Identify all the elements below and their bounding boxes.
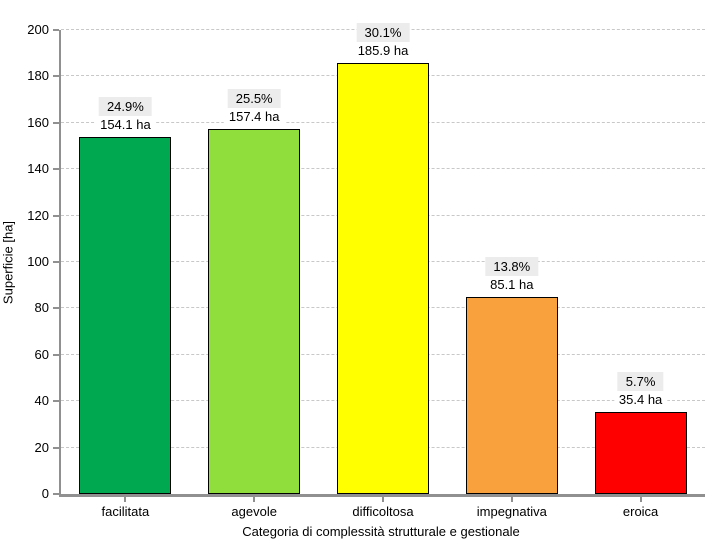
y-tick-label-60: 60 [34,346,49,362]
y-tick-label-200: 200 [27,22,49,37]
y-tick-160 [53,121,59,124]
x-tick-difficoltosa [382,497,384,502]
x-tick-label-agevole: agevole [231,504,277,519]
x-tick-facilitata [124,497,127,502]
bar-eroica [594,411,687,494]
bar-percent-label: 30.1% [356,22,410,42]
y-tick-0 [53,493,59,495]
bar-facilitata [79,136,172,494]
y-tick-140 [53,168,59,171]
x-tick-label-eroica: eroica [622,504,659,519]
y-tick-label-160: 160 [27,114,49,130]
y-tick-label-180: 180 [27,68,49,84]
bar-agevole [208,128,301,494]
bar-percent-label: 13.8% [485,256,539,276]
y-tick-40 [53,400,59,403]
y-tick-80 [53,307,59,310]
bar-percent-label: 24.9% [98,96,152,116]
plot-area: 0 20 40 60 80 100 120 140 160 180 200 24.9% 154.1 ha… [27,22,705,519]
x-tick-label-impegnativa: impegnativa [476,504,547,519]
bar-label-group: 24.9% 154.1 ha [95,96,156,133]
y-tick-100 [53,261,59,263]
x-tick-impegnativa [510,497,513,502]
y-tick-200 [53,29,59,31]
bar-value-label: 85.1 ha [485,275,539,293]
x-tick-agevole [253,497,256,502]
bar-percent-label: 5.7% [617,371,664,391]
y-tick-label-20: 20 [34,439,49,455]
y-tick-label-40: 40 [34,393,49,409]
x-tick-label-facilitata: facilitata [101,504,150,519]
y-tick-label-100: 100 [27,254,49,269]
y-tick-120 [53,214,59,217]
y-tick-60 [53,353,59,356]
y-tick-label-0: 0 [41,486,49,501]
bar-difficoltosa [337,62,429,494]
y-tick-label-80: 80 [34,300,49,316]
x-tick-eroica [639,497,642,502]
y-tick-20 [53,446,59,449]
bar-value-label: 35.4 ha [613,390,668,408]
bar-label-group: 30.1% 185.9 ha [352,22,414,59]
bar-value-label: 154.1 ha [95,115,156,133]
bar-label-group: 13.8% 85.1 ha [485,256,539,293]
x-axis-title: Categoria di complessità strutturale e g… [242,524,520,539]
x-tick-label-difficoltosa: difficoltosa [352,504,414,519]
bar-label-group: 5.7% 35.4 ha [613,371,668,408]
bar-impegnativa [465,296,558,494]
bar-value-label: 185.9 ha [352,41,414,59]
y-tick-label-140: 140 [27,161,49,177]
y-tick-180 [53,75,59,78]
bar-percent-label: 25.5% [227,88,281,108]
bar-label-group: 25.5% 157.4 ha [223,88,285,125]
y-tick-label-120: 120 [27,207,49,223]
bar-value-label: 157.4 ha [223,107,285,125]
